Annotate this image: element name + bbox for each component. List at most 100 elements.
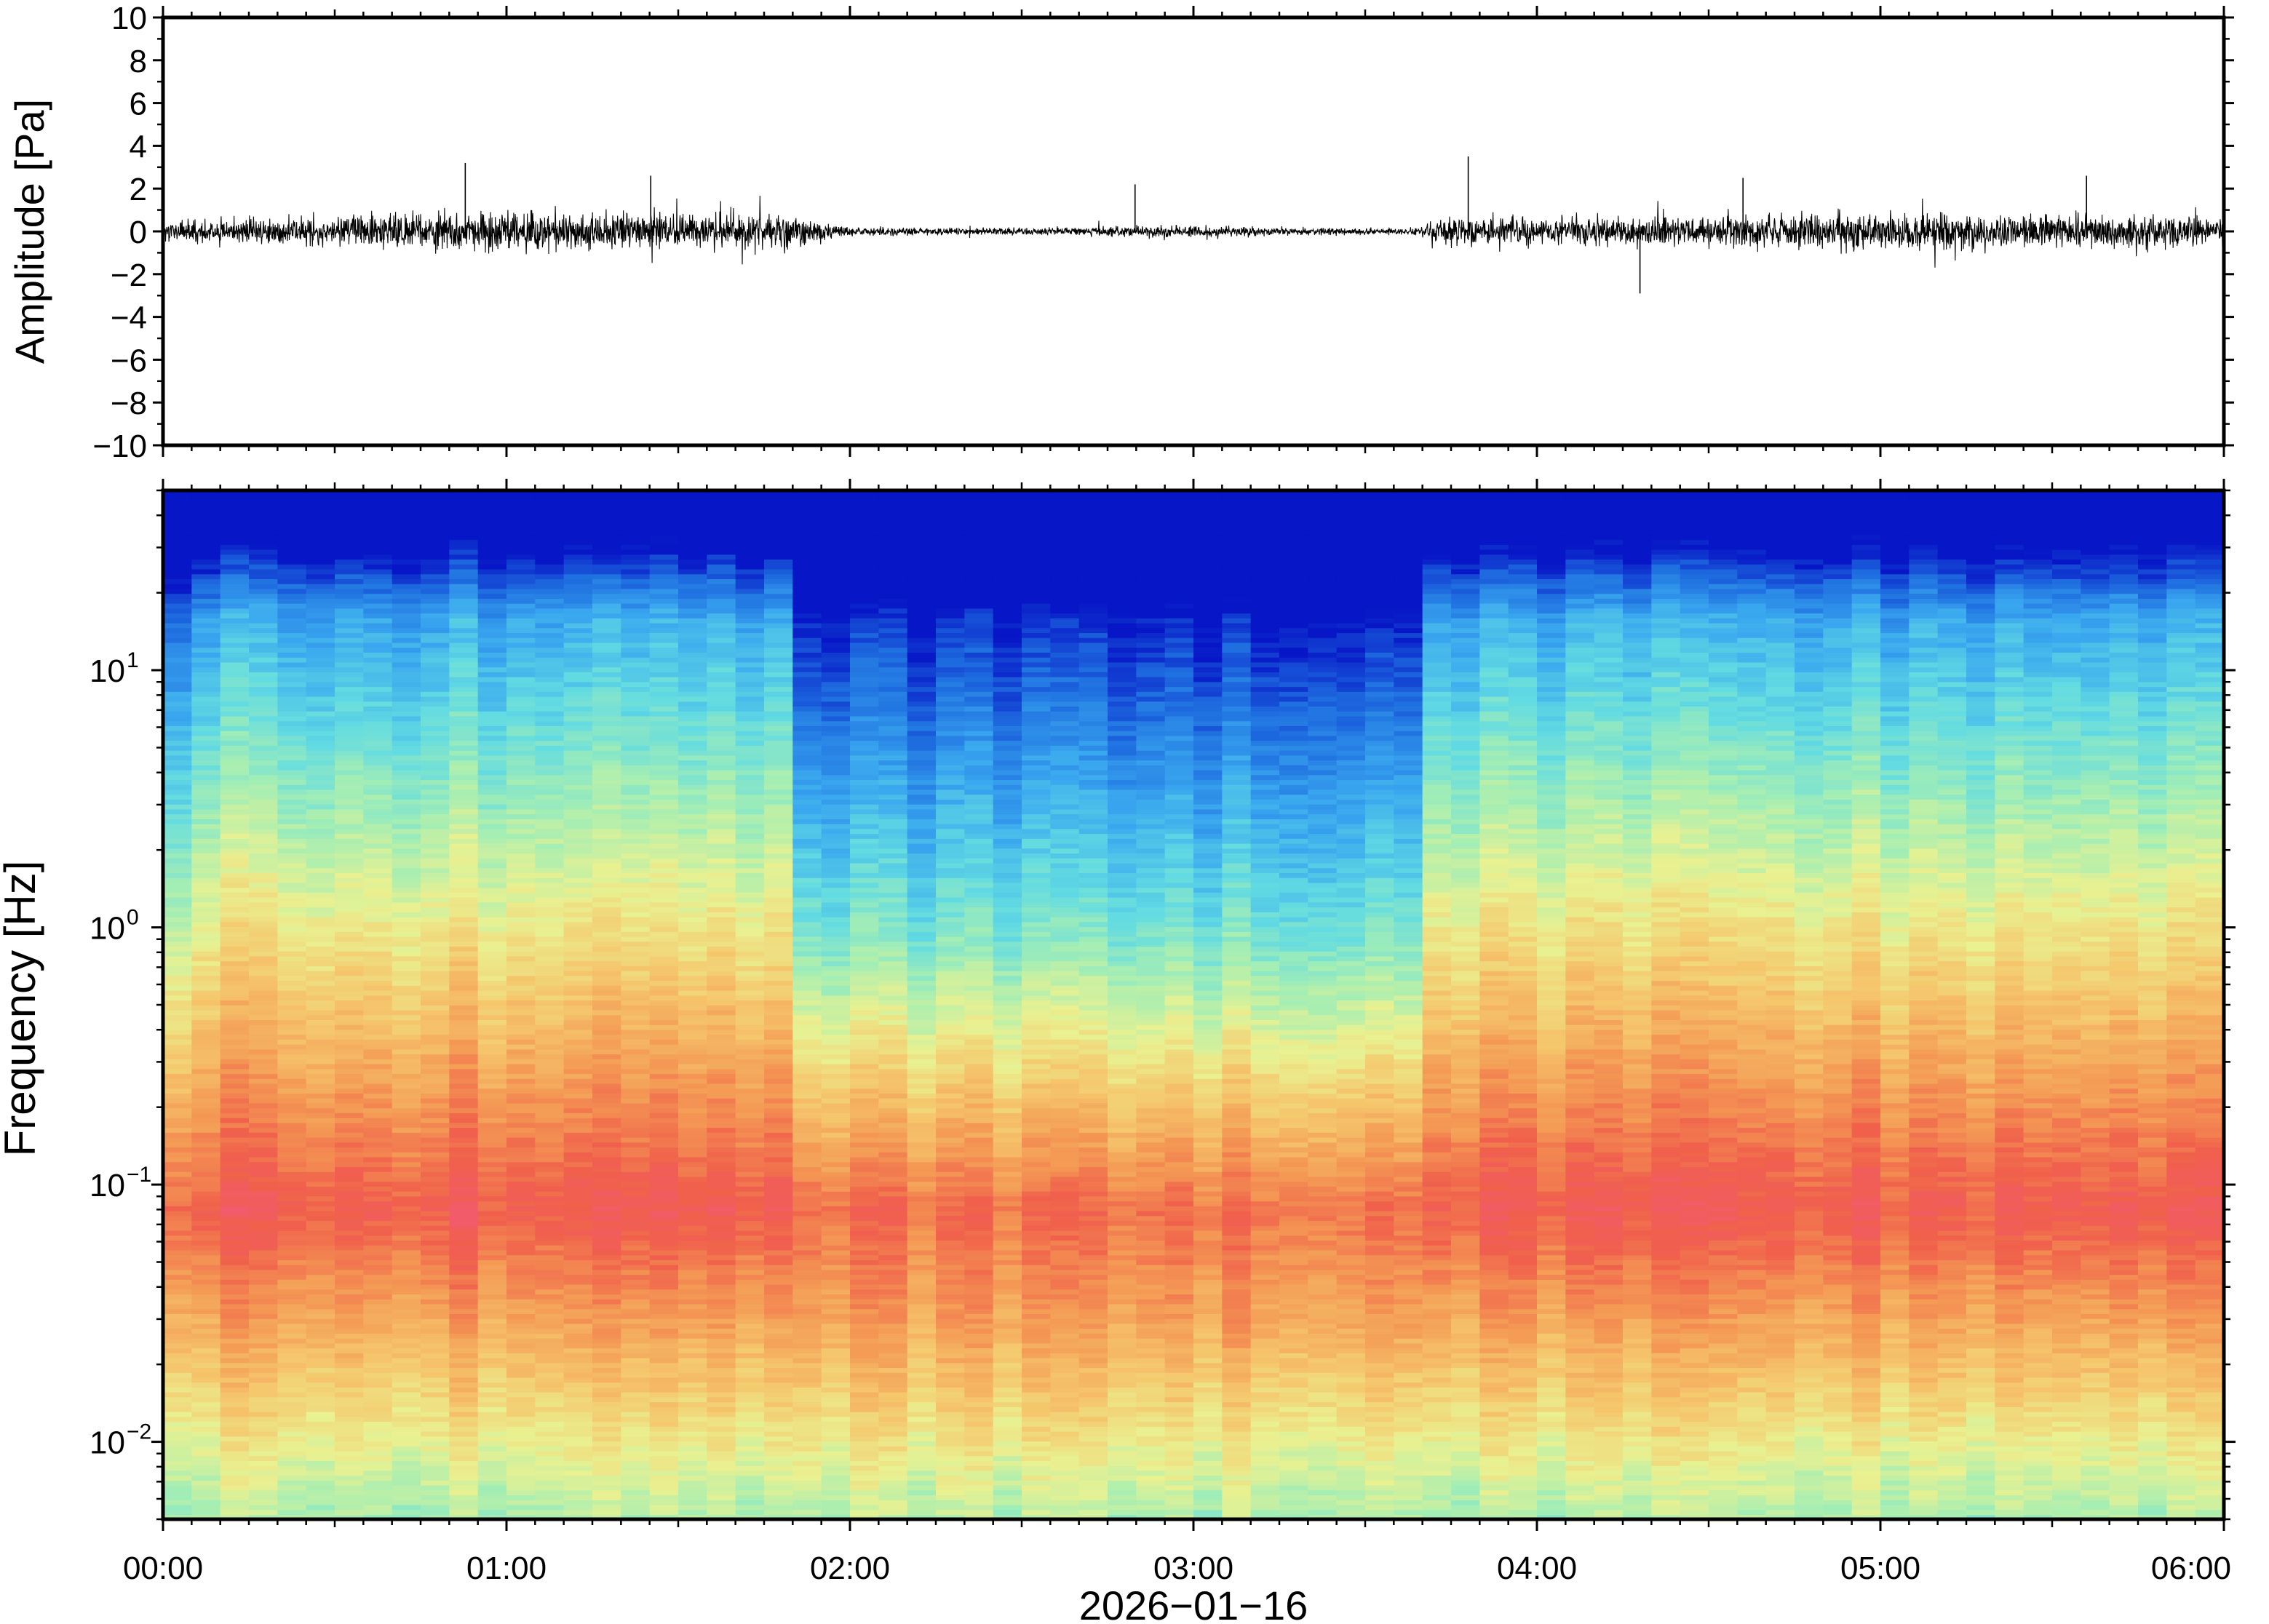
spectrogram-cell	[649, 931, 679, 937]
spectrogram-cell	[764, 1152, 794, 1158]
spectrogram-cell	[392, 995, 421, 1001]
spectrogram-cell	[621, 843, 651, 849]
spectrogram-cell	[707, 1156, 736, 1163]
spectrogram-cell	[421, 1048, 450, 1055]
spectrogram-cell	[506, 559, 536, 565]
spectrogram-cell	[163, 1406, 193, 1412]
spectrogram-cell	[306, 1039, 335, 1045]
spectrogram-cell	[363, 1225, 393, 1231]
spectrogram-cell	[249, 725, 279, 731]
spectrogram-cell	[592, 1372, 622, 1378]
spectrogram-cell	[707, 1342, 736, 1349]
spectrogram-cell	[735, 1249, 765, 1256]
spectrogram-cell	[792, 1337, 822, 1344]
spectrogram-cell	[191, 970, 221, 976]
spectrogram-cell	[735, 1372, 765, 1378]
spectrogram-cell	[592, 789, 622, 795]
spectrogram-cell	[421, 720, 450, 726]
spectrogram-cell	[421, 803, 450, 810]
spectrogram-cell	[592, 955, 622, 962]
spectrogram-cell	[621, 500, 651, 506]
spectrogram-cell	[449, 1372, 479, 1378]
spectrogram-cell	[335, 534, 365, 541]
spectrogram-cell	[792, 1181, 822, 1187]
spectrogram-cell	[249, 520, 279, 525]
spectrogram-cell	[506, 632, 536, 638]
spectrogram-cell	[277, 588, 307, 594]
spectrogram-cell	[592, 941, 622, 947]
spectrogram-cell	[191, 602, 221, 609]
spectrogram-cell	[621, 1259, 651, 1265]
spectrogram-cell	[764, 1411, 794, 1417]
spectrogram-cell	[249, 514, 279, 521]
spectrogram-cell	[621, 1186, 651, 1192]
spectrogram-cell	[764, 1059, 794, 1064]
spectrogram-cell	[506, 1382, 536, 1388]
spectrogram-cell	[306, 1411, 335, 1417]
spectrogram-cell	[707, 1264, 736, 1270]
spectrogram-cell	[707, 907, 736, 912]
spectrogram-cell	[506, 950, 536, 957]
spectrogram-cell	[707, 1500, 736, 1505]
spectrogram-cell	[535, 794, 565, 800]
spectrogram-cell	[535, 896, 565, 903]
spectrogram-cell	[392, 1318, 421, 1324]
spectrogram-cell	[649, 1014, 679, 1020]
spectrogram-cell	[592, 779, 622, 785]
spectrogram-cell	[563, 955, 593, 962]
spectrogram-cell	[506, 789, 536, 795]
spectrogram-cell	[277, 1411, 307, 1417]
spectrogram-cell	[277, 970, 307, 976]
spectrogram-cell	[477, 539, 507, 545]
spectrogram-cell	[563, 1436, 593, 1442]
spectrogram-cell	[707, 1333, 736, 1339]
spectrogram-cell	[477, 916, 507, 923]
spectrogram-cell	[678, 1043, 708, 1050]
spectrogram-cell	[592, 1088, 622, 1094]
spectrogram-cell	[220, 1372, 250, 1378]
spectrogram-cell	[449, 745, 479, 751]
spectrogram-cell	[764, 608, 794, 614]
spectrogram-cell	[506, 1156, 536, 1163]
spectrogram-cell	[363, 985, 393, 991]
spectrogram-cell	[649, 1117, 679, 1123]
spectrogram-cell	[191, 509, 221, 516]
spectrogram-cell	[678, 627, 708, 634]
spectrogram-cell	[506, 838, 536, 844]
spectrogram-cell	[277, 637, 307, 643]
spectrogram-cell	[277, 661, 307, 668]
spectrogram-cell	[449, 765, 479, 771]
spectrogram-cell	[707, 1093, 736, 1099]
spectrogram-cell	[621, 1460, 651, 1466]
spectrogram-cell	[678, 1401, 708, 1407]
spectrogram-cell	[421, 730, 450, 736]
spectrogram-cell	[220, 544, 250, 550]
spectrogram-cell	[363, 725, 393, 731]
spectrogram-cell	[764, 1043, 794, 1050]
spectrogram-cell	[477, 980, 507, 986]
spectrogram-cell	[249, 872, 279, 878]
spectrogram-cell	[277, 1019, 307, 1025]
spectrogram-cell	[163, 676, 193, 682]
spectrogram-cell	[163, 608, 193, 614]
spectrogram-cell	[277, 1475, 307, 1481]
spectrogram-cell	[678, 676, 708, 682]
spectrogram-cell	[792, 1088, 822, 1094]
spectrogram-cell	[392, 1294, 421, 1299]
spectrogram-cell	[421, 960, 450, 966]
spectrogram-cell	[535, 1059, 565, 1064]
spectrogram-cell	[277, 749, 307, 756]
spectrogram-cell	[563, 1005, 593, 1011]
spectrogram-cell	[421, 1318, 450, 1324]
spectrogram-cell	[535, 632, 565, 638]
spectrogram-cell	[163, 602, 193, 609]
spectrogram-cell	[163, 1083, 193, 1089]
spectrogram-cell	[191, 1244, 221, 1251]
spectrogram-cell	[592, 1171, 622, 1177]
spectrogram-cell	[649, 564, 679, 570]
spectrogram-cell	[421, 1005, 450, 1011]
spectrogram-cell	[392, 1377, 421, 1383]
spectrogram-cell	[191, 1176, 221, 1182]
spectrogram-cell	[535, 1357, 565, 1364]
spectrogram-cell	[535, 980, 565, 986]
